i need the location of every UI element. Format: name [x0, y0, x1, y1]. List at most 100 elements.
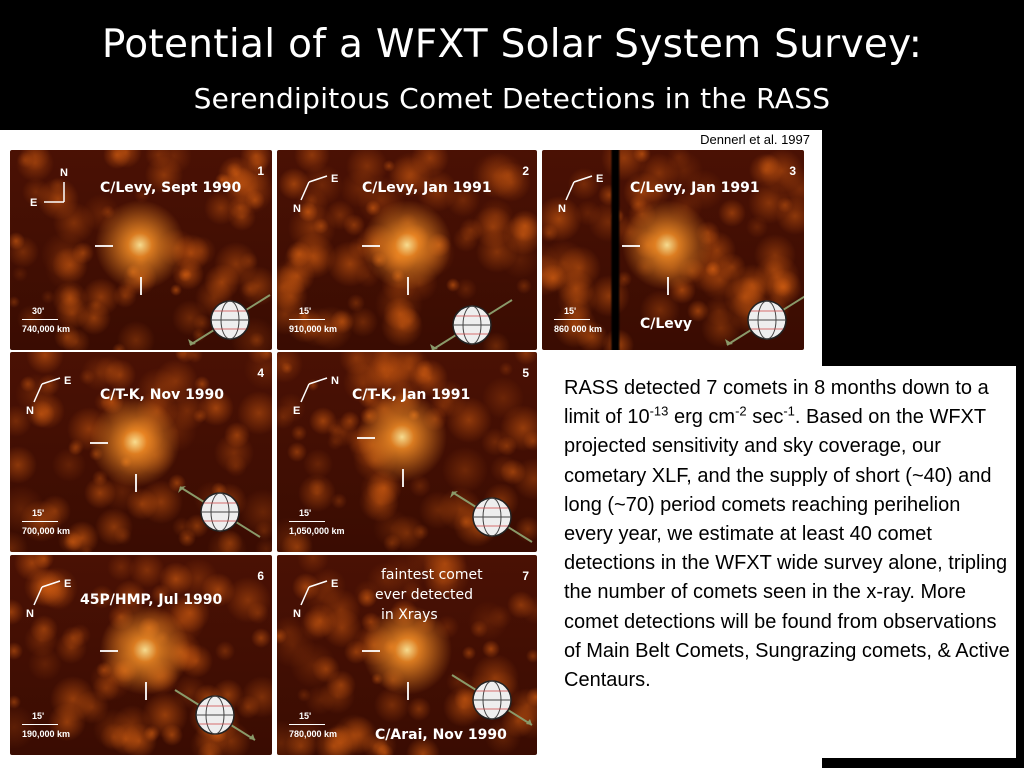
position-marker [402, 469, 404, 487]
svg-text:E: E [331, 578, 338, 590]
panel-label: 45P/HMP, Jul 1990 [80, 592, 223, 608]
position-marker [100, 650, 118, 652]
position-marker [140, 277, 142, 295]
position-marker [145, 682, 147, 700]
position-marker [362, 650, 380, 652]
scale-distance: 910,000 km [289, 324, 338, 334]
comet-panel-3: E N 3 C/Levy, Jan 1991 15' 860 000 km C/Levy [542, 150, 804, 350]
panel-label: C/Levy, Jan 1991 [362, 180, 492, 196]
position-marker [407, 277, 409, 295]
comet-image-figure: Dennerl et al. 1997 N E 1 C/Levy, Sept 1990… [0, 130, 822, 768]
svg-text:N: N [558, 203, 566, 215]
slide-subtitle: Serendipitous Comet Detections in the RA… [193, 82, 831, 115]
scale-angle: 15' [299, 711, 312, 721]
summary-line-2: down to a limit of 10-13 erg cm-2 sec-1. [564, 377, 989, 429]
panel-number: 5 [522, 366, 529, 380]
svg-text:N: N [293, 203, 301, 215]
panel-number: 1 [257, 164, 264, 178]
orientation-globe-icon [722, 285, 804, 350]
note-line: ever detected [375, 587, 474, 603]
summary-text: RASS detected 7 comets in 8 months down … [564, 374, 1010, 695]
svg-text:N: N [26, 405, 34, 417]
scale-bar: 15' 860 000 km [554, 306, 602, 334]
scale-distance: 700,000 km [22, 526, 71, 536]
svg-text:N: N [60, 167, 68, 179]
svg-text:E: E [596, 173, 603, 185]
xray-image [277, 555, 537, 755]
scale-bar: 15' 190,000 km [22, 711, 70, 739]
position-marker [667, 277, 669, 295]
panel-number: 4 [257, 366, 264, 380]
panel-label: C/Levy, Sept 1990 [100, 180, 242, 196]
svg-text:N: N [26, 608, 34, 620]
scale-angle: 15' [299, 306, 312, 316]
comet-panel-4: E N 4 C/T-K, Nov 1990 15' 700,000 km [10, 352, 272, 552]
orientation-globe-icon [447, 665, 537, 735]
scale-bar: 15' 700,000 km [22, 508, 70, 536]
summary-text-box: RASS detected 7 comets in 8 months down … [552, 366, 1016, 758]
comet-panel-1: N E 1 C/Levy, Sept 1990 30' 740,000 km [10, 150, 272, 350]
note-line: in Xrays [381, 607, 438, 623]
xray-image [277, 150, 537, 350]
scale-distance: 740,000 km [22, 324, 71, 334]
svg-text:N: N [331, 375, 339, 387]
scale-distance: 1,050,000 km [289, 526, 345, 536]
scale-bar: 30' 740,000 km [22, 306, 70, 334]
figure-credit: Dennerl et al. 1997 [700, 132, 810, 147]
scale-angle: 15' [32, 711, 45, 721]
panel-number: 7 [522, 569, 529, 583]
comet-panel-7: E N 7 C/Arai, Nov 1990 15' 780,000 km faintes… [277, 555, 537, 755]
scale-angle: 15' [32, 508, 45, 518]
scale-distance: 860 000 km [554, 324, 603, 334]
panel-number: 2 [522, 164, 529, 178]
orientation-globe-icon [170, 680, 260, 750]
faintest-note: faintest comet ever detected in Xrays [375, 565, 483, 625]
position-marker [95, 245, 113, 247]
position-marker [407, 682, 409, 700]
orientation-globe-icon [175, 477, 265, 547]
svg-text:N: N [293, 608, 301, 620]
comet-panel-6: E N 6 45P/HMP, Jul 1990 15' 190,000 km [10, 555, 272, 755]
svg-text:E: E [30, 197, 37, 209]
scale-bar: 15' 780,000 km [289, 711, 337, 739]
comet-panel-2: E N 2 C/Levy, Jan 1991 15' 910,000 km [277, 150, 537, 350]
svg-text:E: E [64, 578, 71, 590]
position-marker [90, 442, 108, 444]
panel-label: C/Levy, Jan 1991 [630, 180, 760, 196]
panel-number: 6 [257, 569, 264, 583]
scale-angle: 15' [299, 508, 312, 518]
scale-distance: 190,000 km [22, 729, 71, 739]
note-line: faintest comet [381, 567, 483, 583]
panel-footer-label: C/Levy [640, 316, 693, 332]
position-marker [357, 437, 375, 439]
panel-number: 3 [789, 164, 796, 178]
scale-angle: 30' [32, 306, 45, 316]
scale-bar: 15' 910,000 km [289, 306, 337, 334]
scale-bar: 15' 1,050,000 km [289, 508, 345, 536]
slide-title: Potential of a WFXT Solar System Survey: [101, 22, 923, 67]
position-marker [135, 474, 137, 492]
orientation-globe-icon [447, 482, 537, 552]
svg-text:E: E [64, 375, 71, 387]
svg-text:E: E [293, 405, 300, 417]
svg-text:E: E [331, 173, 338, 185]
orientation-globe-icon [427, 290, 517, 350]
summary-line-1: RASS detected 7 comets in 8 months [564, 377, 897, 399]
scale-angle: 15' [564, 306, 577, 316]
comet-panel-5: N E 5 C/T-K, Jan 1991 15' 1,050,000 km [277, 352, 537, 552]
panel-label: C/Arai, Nov 1990 [375, 727, 507, 743]
panel-label: C/T-K, Nov 1990 [100, 387, 225, 403]
summary-rest: Based on the WFXT projected sensitivity … [564, 406, 1010, 692]
panel-label: C/T-K, Jan 1991 [352, 387, 471, 403]
position-marker [622, 245, 640, 247]
orientation-globe-icon [185, 285, 272, 350]
scale-distance: 780,000 km [289, 729, 338, 739]
position-marker [362, 245, 380, 247]
